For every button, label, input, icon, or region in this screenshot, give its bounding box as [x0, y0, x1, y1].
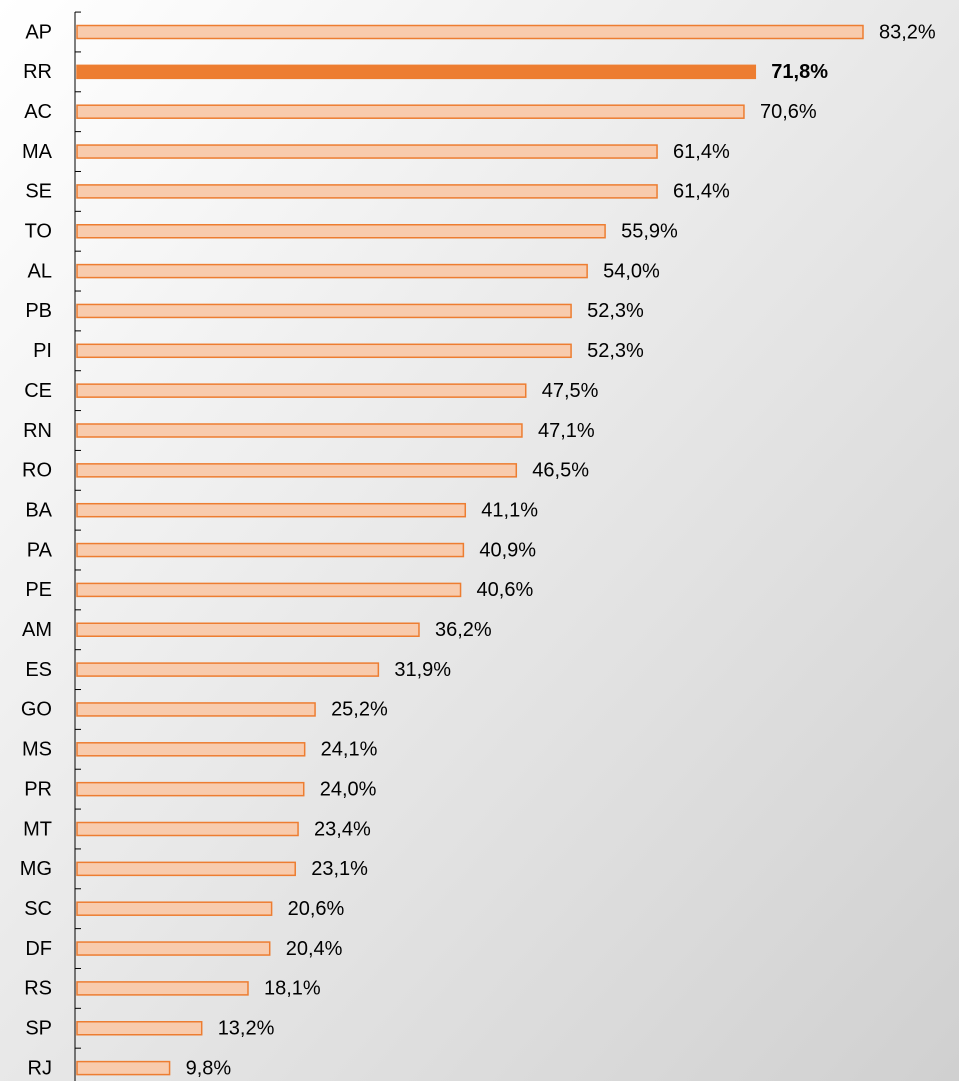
value-label: 54,0%	[603, 260, 660, 282]
bar	[76, 303, 572, 319]
value-label: 46,5%	[532, 460, 589, 482]
value-label: 36,2%	[435, 619, 492, 641]
y-tick-label: MT	[23, 818, 52, 840]
bar	[76, 1021, 203, 1036]
y-tick-label: RO	[22, 460, 52, 482]
value-label: 20,4%	[286, 938, 343, 960]
y-tick-label: AM	[22, 619, 52, 641]
value-label: 24,1%	[321, 739, 378, 761]
bar	[76, 622, 420, 637]
value-label: 52,3%	[587, 300, 644, 322]
value-label: 9,8%	[186, 1057, 232, 1079]
y-tick-label: SC	[24, 898, 52, 920]
y-tick-label: TO	[25, 221, 52, 243]
y-tick-label: PR	[24, 778, 52, 800]
y-tick-label: RJ	[28, 1057, 52, 1079]
y-tick-label: PB	[25, 300, 52, 322]
bar	[76, 901, 273, 916]
y-tick-label: RR	[23, 61, 52, 83]
bar	[76, 24, 864, 40]
y-tick-label: PA	[27, 539, 53, 561]
value-label: 70,6%	[760, 101, 817, 123]
value-label: 31,9%	[394, 659, 451, 681]
value-label: 55,9%	[621, 221, 678, 243]
value-label: 71,8%	[771, 61, 828, 83]
bar	[76, 582, 462, 598]
y-tick-label: SP	[25, 1018, 52, 1040]
bar	[76, 542, 465, 558]
bar	[76, 861, 296, 877]
value-label: 41,1%	[481, 499, 538, 521]
bar	[76, 224, 606, 239]
value-label: 23,4%	[314, 818, 371, 840]
bar	[76, 742, 306, 757]
bar	[76, 821, 299, 837]
bar	[76, 423, 523, 438]
value-label: 13,2%	[218, 1018, 275, 1040]
y-tick-label: RN	[23, 420, 52, 442]
y-tick-label: MA	[22, 141, 53, 163]
bar	[76, 104, 745, 119]
value-label: 61,4%	[673, 181, 730, 203]
bar	[76, 502, 467, 518]
y-tick-label: MS	[22, 739, 52, 761]
bar	[76, 941, 271, 956]
value-label: 47,5%	[542, 380, 599, 402]
y-tick-label: MG	[20, 858, 52, 880]
bar	[76, 981, 249, 996]
bar	[76, 463, 518, 478]
bar	[76, 781, 305, 797]
y-tick-label: CE	[24, 380, 52, 402]
value-label: 23,1%	[311, 858, 368, 880]
value-label: 47,1%	[538, 420, 595, 442]
bar	[76, 144, 658, 159]
bar	[76, 383, 527, 398]
bar	[76, 184, 658, 199]
value-label: 52,3%	[587, 340, 644, 362]
value-label: 83,2%	[879, 21, 936, 43]
value-label: 20,6%	[288, 898, 345, 920]
bar	[76, 263, 588, 279]
y-tick-label: PI	[33, 340, 52, 362]
y-tick-label: RS	[24, 978, 52, 1000]
y-tick-label: PE	[25, 579, 52, 601]
value-label: 25,2%	[331, 699, 388, 721]
value-label: 61,4%	[673, 141, 730, 163]
bar	[76, 702, 316, 717]
y-tick-label: AP	[25, 21, 52, 43]
y-tick-label: BA	[25, 499, 52, 521]
y-tick-label: GO	[21, 699, 52, 721]
value-label: 40,6%	[477, 579, 534, 601]
value-label: 24,0%	[320, 778, 377, 800]
y-tick-label: SE	[25, 181, 52, 203]
bar	[76, 64, 757, 80]
y-tick-label: ES	[25, 659, 52, 681]
bar	[76, 662, 380, 677]
bar	[76, 343, 572, 359]
value-label: 40,9%	[479, 539, 536, 561]
y-tick-label: DF	[25, 938, 52, 960]
bar	[76, 1060, 171, 1076]
y-tick-label: AC	[24, 101, 52, 123]
y-tick-label: AL	[28, 260, 52, 282]
value-label: 18,1%	[264, 978, 321, 1000]
